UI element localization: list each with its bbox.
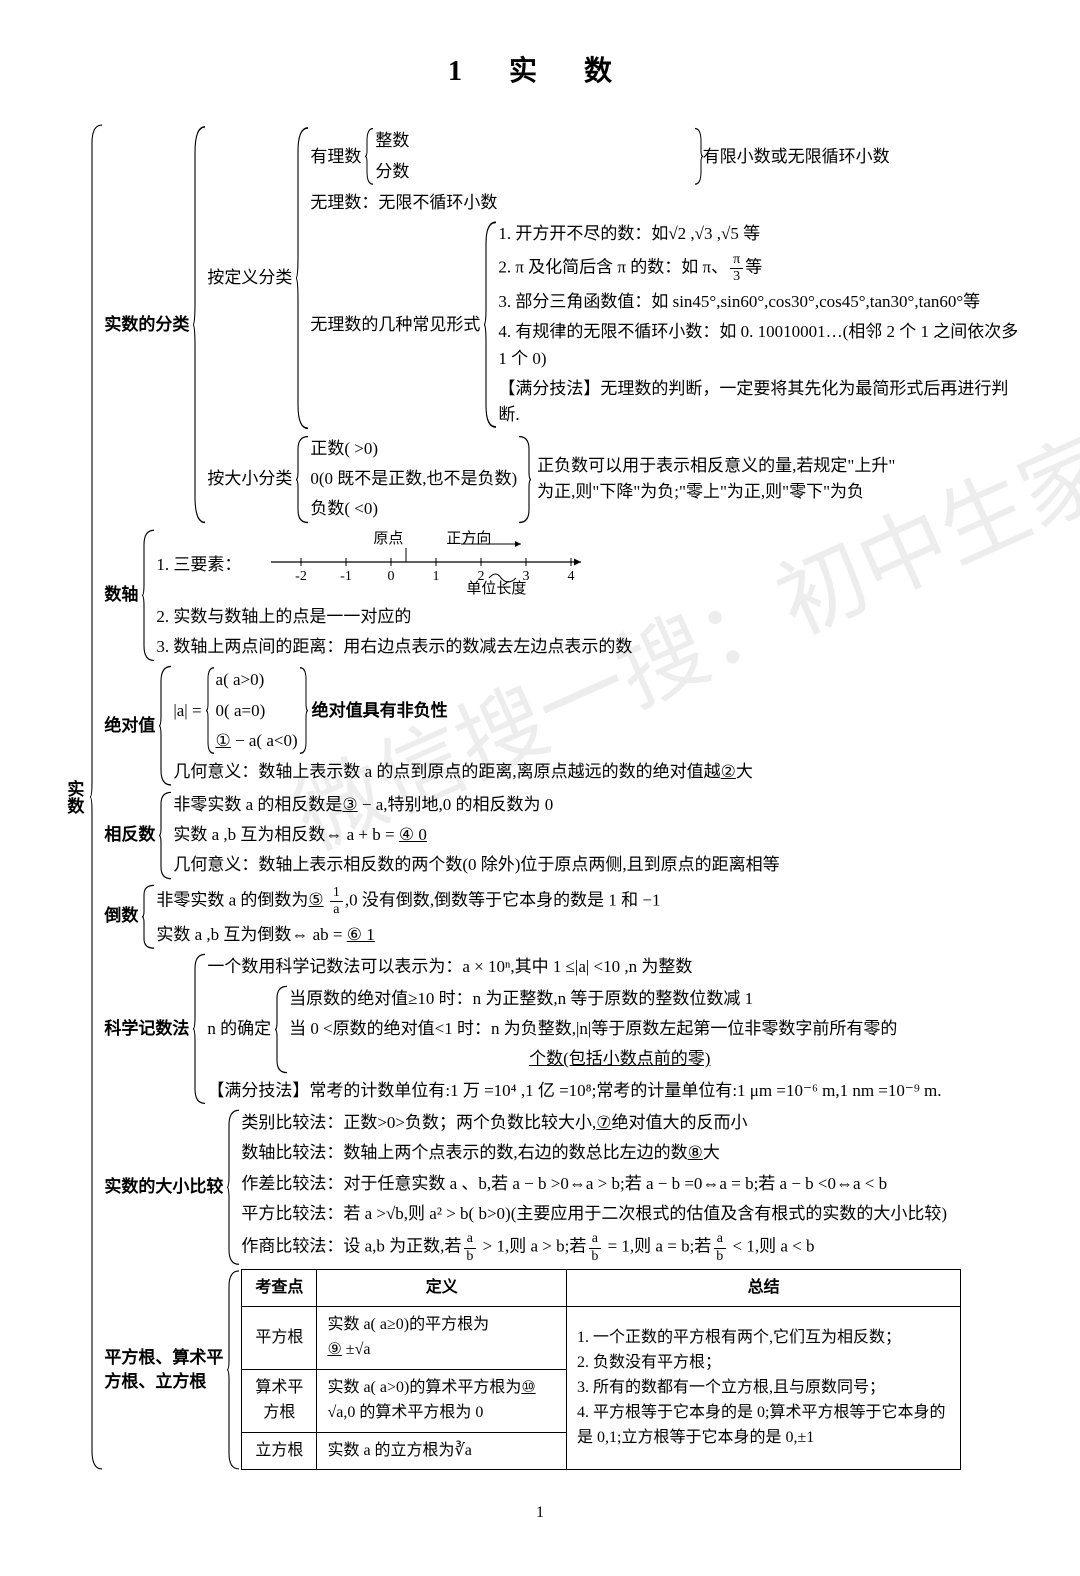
number-line-svg: -2-101234 40,85,130,175,220,265,310 — [261, 530, 601, 600]
irr-tip: 【满分技法】无理数的判断，一定要将其先化为最简形式后再进行判断. — [498, 376, 1020, 429]
irr-form-1: 1. 开方开不尽的数：如√2 ,√3 ,√5 等 — [498, 221, 1020, 247]
pos-num: 正数( >0) — [310, 436, 517, 462]
cmp-2: 数轴比较法：数轴上两个点表示的数,右边的数总比左边的数⑧大 — [241, 1140, 1020, 1166]
cmp-5: 作商比较法：设 a,b 为正数,若ab > 1,则 a > b;若ab = 1,… — [241, 1231, 1020, 1264]
abs-geom: 几何意义：数轴上表示数 a 的点到原点的距离,离原点越远的数的绝对值越②大 — [173, 759, 1020, 785]
nl-elements: 1. 三要素： 原点 正方向 单位长度 -2-101234 40,85,1 — [156, 530, 1020, 600]
reciprocal-label: 倒数 — [104, 883, 142, 951]
r3-name: 立方根 — [242, 1432, 317, 1470]
r1-name: 平方根 — [242, 1307, 317, 1370]
opposite-label: 相反数 — [104, 790, 159, 881]
roots-label: 平方根、算术平 方根、立方根 — [104, 1269, 227, 1471]
neg-num: 负数( <0) — [310, 496, 517, 522]
rec-2: 实数 a ,b 互为倒数⇔ ab = ⑥ 1 — [156, 922, 1020, 948]
section-scientific: 科学记数法 一个数用科学记数法可以表示为：a × 10ⁿ,其中 1 ≤|a| <… — [104, 952, 1020, 1106]
by-def-label: 按定义分类 — [207, 125, 296, 431]
sign-note-2: 为正,则"下降"为负;"零上"为正,则"零下"为负 — [537, 479, 1020, 505]
section-abs: 绝对值 |a| = a( a>0) 0( a=0) ① − a( a<0) 绝对… — [104, 664, 1020, 787]
rec-1: 非零实数 a 的倒数为⑤ 1a,0 没有倒数,倒数等于它本身的数是 1 和 −1 — [156, 885, 1020, 918]
number-line-label: 数轴 — [104, 528, 142, 663]
section-opposite: 相反数 非零实数 a 的相反数是③ − a,特别地,0 的相反数为 0 实数 a… — [104, 790, 1020, 881]
abs-c2: 0( a=0) — [216, 698, 298, 724]
nl-p2: 2. 实数与数轴上的点是一一对应的 — [156, 604, 1020, 630]
abs-c3: ① − a( a<0) — [216, 728, 298, 754]
classification-label: 实数的分类 — [104, 124, 193, 525]
th-summary: 总结 — [567, 1269, 961, 1307]
section-classification: 实数的分类 按定义分类 有理数 整数 分数 — [104, 124, 1020, 525]
outline-root: 实数 实数的分类 按定义分类 有理数 整数 — [60, 123, 1020, 1471]
cmp-1: 类别比较法：正数>0>负数；两个负数比较大小,⑦绝对值大的反而小 — [241, 1110, 1020, 1136]
opp-3: 几何意义：数轴上表示相反数的两个数(0 除外)位于原点两侧,且到原点的距离相等 — [173, 852, 1020, 878]
th-point: 考查点 — [242, 1269, 317, 1307]
rational-int: 整数 — [375, 128, 692, 154]
section-reciprocal: 倒数 非零实数 a 的倒数为⑤ 1a,0 没有倒数,倒数等于它本身的数是 1 和… — [104, 883, 1020, 951]
opp-2: 实数 a ,b 互为相反数⇔ a + b = ④ 0 — [173, 822, 1020, 848]
abs-c1: a( a>0) — [216, 667, 298, 693]
ndet-b1: 当 0 <原数的绝对值<1 时：n 为负整数,|n|等于原数左起第一位非零数字前… — [289, 1016, 1020, 1042]
th-def: 定义 — [317, 1269, 567, 1307]
roots-summary: 1. 一个正数的平方根有两个,它们互为相反数； 2. 负数没有平方根； 3. 所… — [567, 1307, 961, 1470]
r2-name: 算术平方根 — [242, 1370, 317, 1433]
svg-text:3: 3 — [523, 569, 530, 584]
nl-p3: 3. 数轴上两点间的距离：用右边点表示的数减去左边点表示的数 — [156, 634, 1020, 660]
ndet-b2: 个数(包括小数点前的零) — [289, 1046, 1020, 1072]
roots-table: 考查点 定义 总结 平方根 实数 a( a≥0)的平方根为⑨ ±√a 1. 一个… — [241, 1269, 961, 1471]
cmp-3: 作差比较法：对于任意实数 a 、b,若 a − b >0⇔a > b;若 a −… — [241, 1171, 1020, 1197]
svg-text:2: 2 — [478, 569, 485, 584]
ndet-label: n 的确定 — [207, 984, 275, 1075]
irr-form-2: 2. π 及化简后含 π 的数：如 π、π3等 — [498, 252, 1020, 285]
irr-form-3: 3. 部分三角函数值：如 sin45°,sin60°,cos30°,cos45°… — [498, 289, 1020, 315]
svg-text:0: 0 — [388, 569, 395, 584]
sci-1: 一个数用科学记数法可以表示为：a × 10ⁿ,其中 1 ≤|a| <10 ,n … — [207, 954, 1020, 980]
abs-prop: 绝对值具有非负性 — [312, 698, 1020, 724]
cmp-4: 平方比较法：若 a >√b,则 a² > b( b>0)(主要应用于二次根式的估… — [241, 1201, 1020, 1227]
root-label: 实数 — [60, 123, 90, 1471]
r3-def: 实数 a 的立方根为∛a — [317, 1432, 567, 1470]
compare-label: 实数的大小比较 — [104, 1108, 227, 1267]
page-number: 1 — [60, 1501, 1020, 1526]
page-content: 1 实 数 实数 实数的分类 按定义分类 有理数 — [60, 50, 1020, 1526]
ndet-a: 当原数的绝对值≥10 时：n 为正整数,n 等于原数的整数位数减 1 — [289, 986, 1020, 1012]
r2-def: 实数 a( a>0)的算术平方根为⑩√a,0 的算术平方根为 0 — [317, 1370, 567, 1433]
page-title: 1 实 数 — [60, 50, 1020, 93]
rational-label: 有理数 — [310, 126, 365, 187]
irrational-forms-label: 无理数的几种常见形式 — [310, 219, 484, 430]
sci-tip: 【满分技法】常考的计数单位有:1 万 =10⁴ ,1 亿 =10⁸;常考的计量单… — [207, 1078, 1020, 1104]
irr-form-4: 4. 有规律的无限不循环小数：如 0. 10010001…(相邻 2 个 1 之… — [498, 319, 1020, 372]
rational-frac: 分数 — [375, 159, 692, 185]
scientific-label: 科学记数法 — [104, 952, 193, 1106]
by-size-label: 按大小分类 — [207, 434, 296, 525]
svg-text:1: 1 — [433, 569, 440, 584]
svg-text:-2: -2 — [296, 569, 308, 584]
zero-num: 0(0 既不是正数,也不是负数) — [310, 466, 517, 492]
abs-lhs: |a| = — [173, 665, 205, 756]
opp-1: 非零实数 a 的相反数是③ − a,特别地,0 的相反数为 0 — [173, 792, 1020, 818]
irrational-simple: 无理数：无限不循环小数 — [310, 190, 1020, 216]
section-number-line: 数轴 1. 三要素： 原点 正方向 单位长度 -2-101234 — [104, 528, 1020, 663]
r1-def: 实数 a( a≥0)的平方根为⑨ ±√a — [317, 1307, 567, 1370]
section-compare: 实数的大小比较 类别比较法：正数>0>负数；两个负数比较大小,⑦绝对值大的反而小… — [104, 1108, 1020, 1267]
svg-text:-1: -1 — [341, 569, 353, 584]
section-roots: 平方根、算术平 方根、立方根 考查点 定义 总结 平方根 实数 a( a≥0)的… — [104, 1269, 1020, 1471]
rational-desc: 有限小数或无限循环小数 — [703, 144, 1020, 170]
sign-note-1: 正负数可以用于表示相反意义的量,若规定"上升" — [537, 453, 1020, 479]
abs-label: 绝对值 — [104, 664, 159, 787]
svg-text:4: 4 — [568, 569, 575, 584]
